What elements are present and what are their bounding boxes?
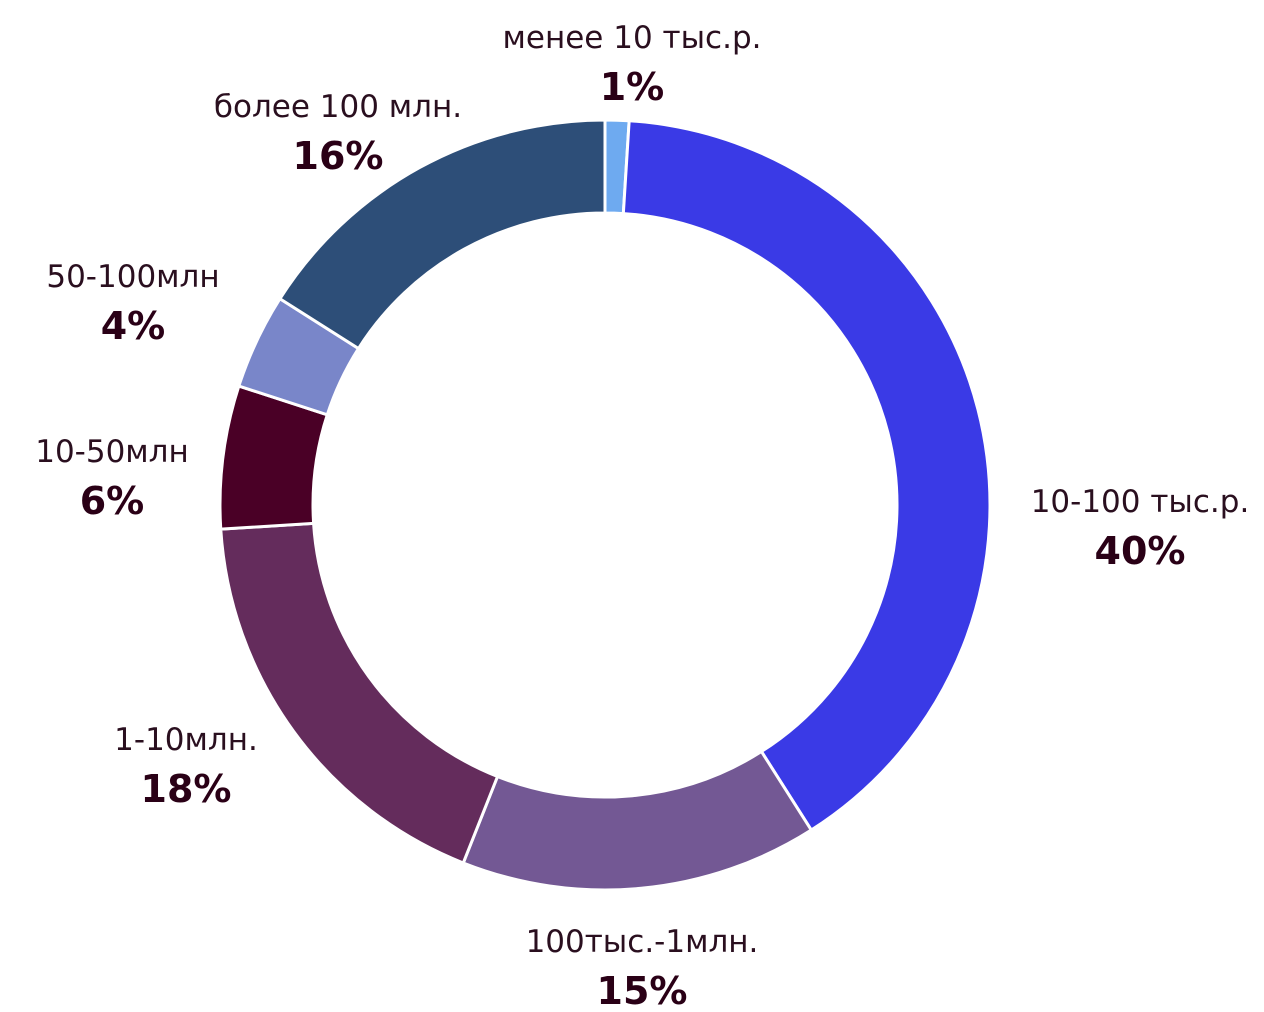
slice-3 [219,521,500,865]
slice-value-label-6: 16% [293,134,384,178]
slice-label-4: 10-50млн [35,434,189,470]
donut-slices [218,118,992,892]
slice-value-label-0: 1% [600,65,665,109]
slice-value-label-4: 6% [80,479,145,523]
slice-label-2: 100тыс.-1млн. [526,924,759,960]
slice-labels: менее 10 тыс.р. 1% 10-100 тыс.р. 40% 100тыс.… [35,20,1249,1012]
slice-2 [461,749,814,892]
slice-value-label-1: 40% [1095,529,1186,573]
slice-label-5: 50-100млн [46,259,219,295]
slice-value-label-3: 18% [141,767,232,811]
slice-value-label-5: 4% [101,304,166,348]
slice-label-3: 1-10млн. [114,722,258,758]
slice-label-1: 10-100 тыс.р. [1031,484,1250,520]
slice-value-label-2: 15% [597,969,688,1012]
slice-label-6: более 100 млн. [214,89,462,125]
slice-6 [277,118,607,351]
slice-label-0: менее 10 тыс.р. [503,20,762,56]
slice-1 [621,119,992,833]
